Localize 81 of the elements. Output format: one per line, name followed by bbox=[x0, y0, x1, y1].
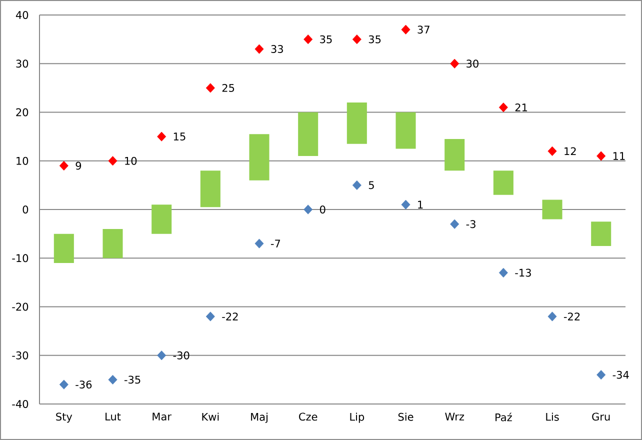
point bbox=[206, 83, 215, 93]
point bbox=[108, 374, 118, 384]
data-label: -7 bbox=[270, 240, 280, 248]
bar bbox=[396, 112, 416, 149]
x-tick-label: Mar bbox=[152, 412, 172, 421]
point bbox=[352, 180, 362, 190]
x-tick-label: Cze bbox=[299, 412, 318, 421]
x-tick-label: Paź bbox=[496, 412, 512, 422]
point bbox=[352, 34, 362, 44]
point bbox=[548, 312, 557, 322]
y-tick-label: 40 bbox=[16, 11, 28, 19]
data-label: -36 bbox=[76, 380, 92, 389]
data-label: -30 bbox=[173, 351, 190, 360]
bar bbox=[54, 234, 74, 263]
x-tick-label: Lut bbox=[106, 412, 121, 421]
data-label: 15 bbox=[174, 132, 186, 140]
data-label: 5 bbox=[368, 181, 374, 190]
bar bbox=[493, 170, 514, 195]
point bbox=[401, 24, 410, 34]
x-tick-label: Sie bbox=[398, 412, 414, 421]
point bbox=[304, 34, 313, 44]
y-tick-label: -20 bbox=[12, 302, 28, 311]
data-label: -35 bbox=[124, 376, 140, 384]
bar bbox=[152, 204, 172, 234]
point bbox=[401, 200, 410, 210]
data-label: 12 bbox=[564, 147, 576, 156]
data-label: -3 bbox=[466, 220, 476, 228]
data-label: 35 bbox=[320, 35, 332, 44]
y-tick-label: -30 bbox=[12, 351, 28, 360]
data-label: 30 bbox=[466, 60, 478, 68]
point bbox=[548, 146, 557, 156]
bar bbox=[346, 102, 367, 144]
point bbox=[596, 151, 606, 161]
bar bbox=[542, 200, 562, 220]
bar bbox=[591, 222, 612, 246]
data-label: 33 bbox=[271, 45, 283, 54]
point bbox=[157, 132, 166, 142]
point bbox=[59, 380, 68, 390]
point bbox=[304, 204, 313, 214]
x-tick-label: Wrz bbox=[445, 412, 464, 420]
data-label: 1 bbox=[418, 200, 423, 208]
data-label: -34 bbox=[612, 370, 629, 379]
x-tick-label: Sty bbox=[56, 412, 72, 423]
point bbox=[59, 160, 68, 171]
data-label: 37 bbox=[418, 26, 430, 34]
point bbox=[254, 238, 264, 248]
point bbox=[596, 370, 606, 380]
point bbox=[450, 58, 460, 68]
y-tick-label: 0 bbox=[22, 206, 28, 214]
bar bbox=[102, 228, 123, 258]
data-label: -13 bbox=[515, 268, 531, 277]
bar bbox=[200, 170, 220, 208]
data-label: -22 bbox=[222, 312, 238, 320]
data-label: 25 bbox=[222, 84, 234, 92]
x-tick-label: Gru bbox=[592, 412, 610, 421]
y-tick-label: -40 bbox=[12, 400, 28, 408]
x-tick-label: Lip bbox=[350, 412, 364, 423]
y-tick-label: 20 bbox=[16, 108, 28, 116]
bar bbox=[444, 138, 465, 171]
point bbox=[450, 219, 460, 229]
point bbox=[498, 102, 508, 112]
data-label: 11 bbox=[613, 152, 625, 160]
point bbox=[157, 350, 166, 360]
x-tick-label: Kwi bbox=[202, 412, 219, 421]
data-label: -22 bbox=[564, 312, 580, 320]
x-tick-label: Lis bbox=[546, 412, 559, 421]
data-label: 0 bbox=[320, 206, 326, 214]
point bbox=[254, 44, 264, 54]
bar bbox=[298, 112, 318, 156]
point bbox=[206, 312, 215, 322]
data-label: 9 bbox=[76, 162, 82, 170]
y-tick-label: 10 bbox=[16, 156, 28, 165]
data-label: 21 bbox=[515, 103, 528, 112]
bar bbox=[249, 134, 270, 180]
data-label: 35 bbox=[368, 35, 381, 44]
x-tick-label: Maj bbox=[251, 412, 268, 423]
y-tick-label: -10 bbox=[12, 254, 28, 262]
point bbox=[498, 268, 508, 278]
point bbox=[108, 156, 118, 166]
data-label: 10 bbox=[125, 156, 137, 165]
y-tick-label: 30 bbox=[16, 60, 28, 68]
